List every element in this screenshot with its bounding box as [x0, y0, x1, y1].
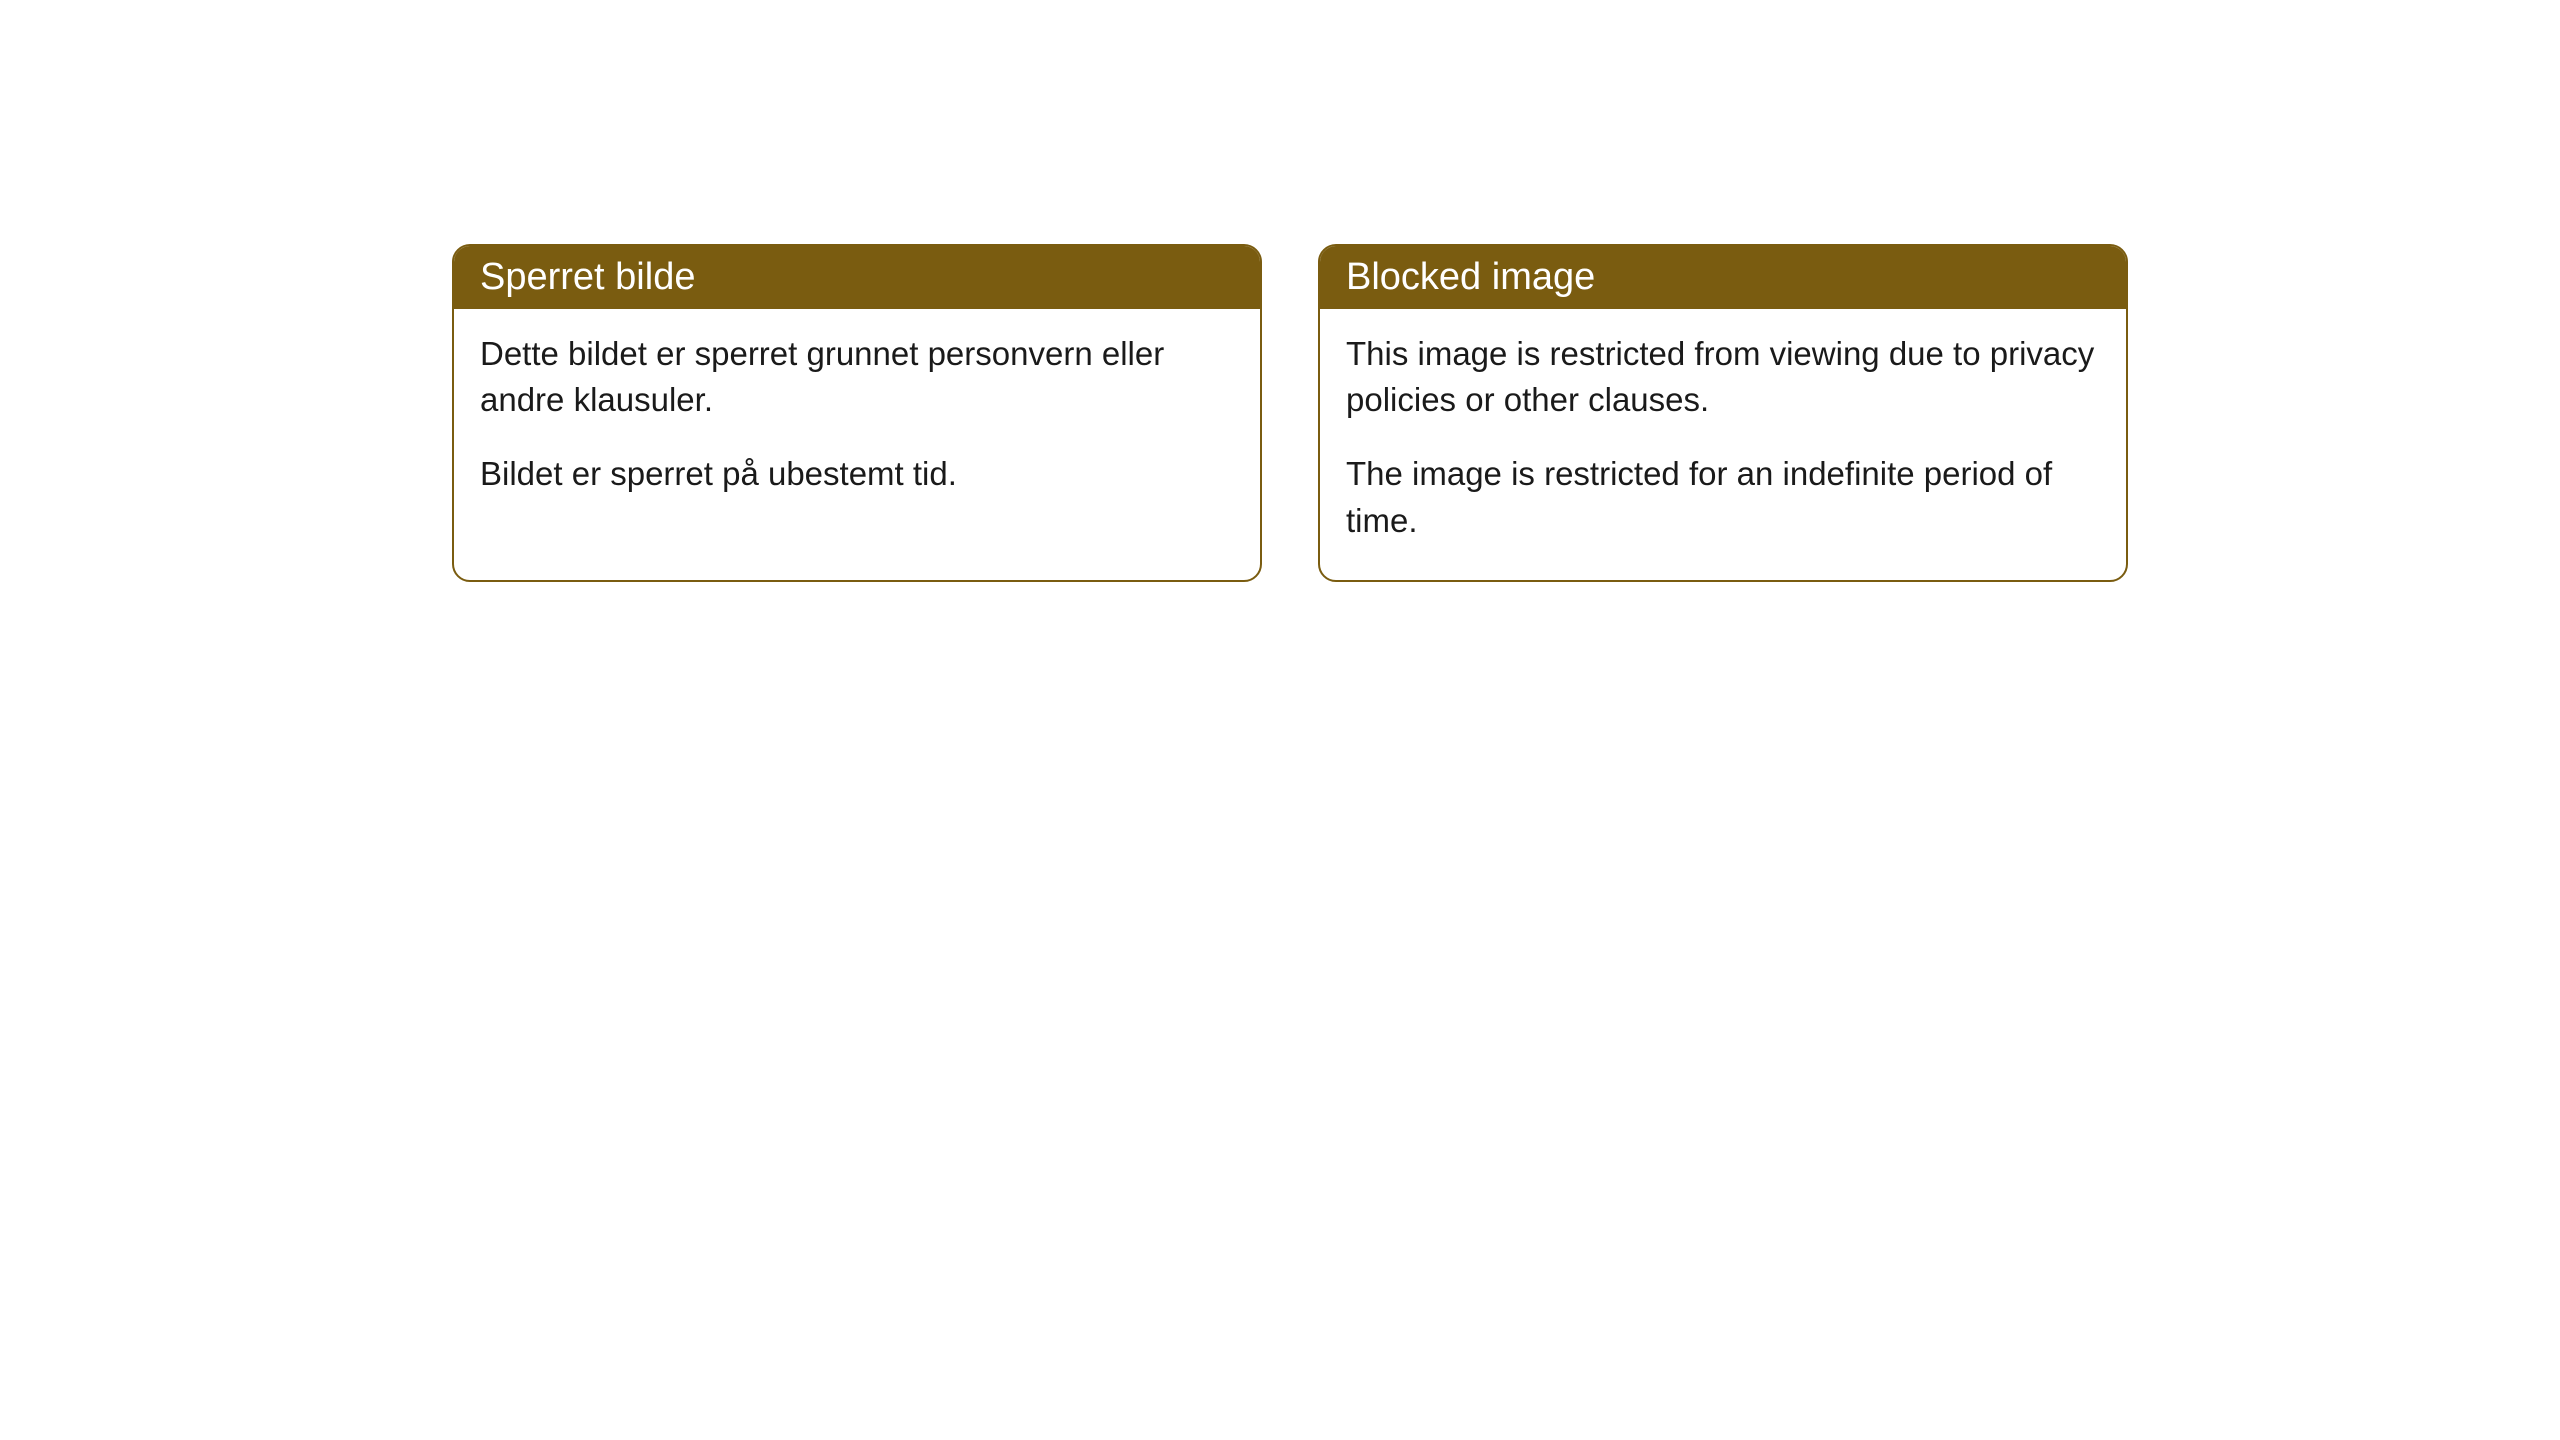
card-paragraph: Bildet er sperret på ubestemt tid. [480, 451, 1234, 497]
card-header: Sperret bilde [454, 246, 1260, 309]
cards-container: Sperret bilde Dette bildet er sperret gr… [452, 244, 2128, 582]
card-paragraph: The image is restricted for an indefinit… [1346, 451, 2100, 543]
card-body: Dette bildet er sperret grunnet personve… [454, 309, 1260, 534]
card-blocked-image-no: Sperret bilde Dette bildet er sperret gr… [452, 244, 1262, 582]
card-header: Blocked image [1320, 246, 2126, 309]
card-title: Sperret bilde [480, 256, 695, 298]
card-body: This image is restricted from viewing du… [1320, 309, 2126, 580]
card-title: Blocked image [1346, 256, 1595, 298]
card-blocked-image-en: Blocked image This image is restricted f… [1318, 244, 2128, 582]
card-paragraph: This image is restricted from viewing du… [1346, 331, 2100, 423]
card-paragraph: Dette bildet er sperret grunnet personve… [480, 331, 1234, 423]
